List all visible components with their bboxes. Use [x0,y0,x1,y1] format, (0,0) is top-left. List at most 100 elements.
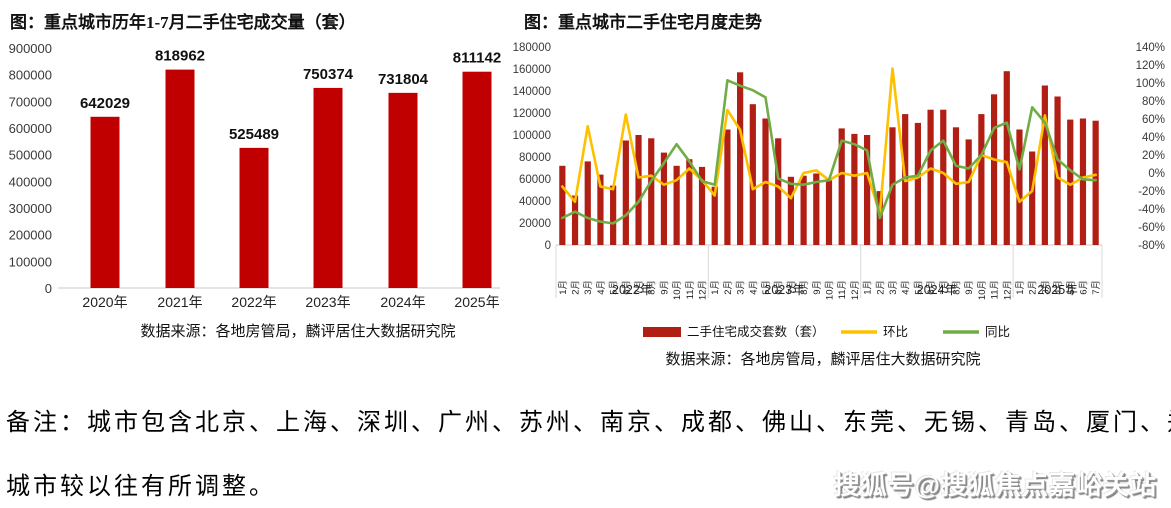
month-label: 1月 [863,280,874,295]
left-axis-tick: 0 [545,240,551,252]
bar [1054,96,1061,245]
month-label: 4月 [596,280,607,295]
year-label: 2022年 [612,283,652,297]
right-axis-tick: 0% [1148,168,1165,180]
month-label: 1月 [558,280,569,295]
left-axis-tick: 80000 [519,152,551,164]
right-axis-tick: -80% [1138,240,1165,252]
month-label: 1月 [1015,280,1026,295]
month-label: 7月 [939,280,950,295]
x-axis-category-label: 2025年 [454,294,499,310]
bar [787,176,795,245]
month-label: 4月 [1053,280,1064,295]
y-axis-tick: 400000 [9,174,52,189]
y-axis-tick: 900000 [9,41,52,56]
annual-bar-chart: 0 100000 200000 300000 400000 500000 600000 700… [9,41,502,340]
month-label: 12月 [1002,280,1013,300]
bar [838,128,845,245]
y-axis-tick: 800000 [9,68,52,83]
bar [990,94,998,245]
bar [965,139,972,245]
bar [165,69,195,288]
bar [813,173,820,245]
bar [571,195,579,245]
bar-value-label: 525489 [229,126,279,143]
bar [775,138,782,245]
bar-value-label: 731804 [378,71,429,88]
month-label: 3月 [1040,280,1051,295]
note-line-1: 备注：城市包含北京、上海、深圳、广州、苏州、南京、成都、佛山、东莞、无锡、青岛、… [6,410,1171,436]
monthly-combo-chart: 0 20000 40000 60000 80000 100000 120000 140000 1… [513,42,1165,368]
right-axis-tick: 140% [1136,42,1165,54]
bar [559,165,566,245]
bar [914,122,921,245]
bar [622,140,629,245]
legend-bar-label: 二手住宅成交套数（套） [687,324,825,339]
y-axis-tick: 100000 [9,254,52,269]
year-label: 2024年 [917,283,957,297]
month-label: 4月 [748,280,759,295]
bar [749,104,756,245]
y-axis-tick: 500000 [9,148,52,163]
month-label: 9月 [812,280,823,295]
month-label: 6月 [926,280,937,295]
month-label: 12月 [850,280,861,300]
month-label: 1月 [710,280,721,295]
month-label: 5月 [913,280,924,295]
right-axis-tick: 120% [1136,60,1165,72]
legend-mom-label: 环比 [883,325,908,339]
right-axis-tick: 80% [1142,96,1165,108]
month-label: 3月 [583,280,594,295]
bar [1092,120,1099,245]
bar [597,174,604,245]
bar [698,166,706,245]
month-label: 2月 [571,280,582,295]
left-axis-tick: 160000 [513,64,551,76]
month-label: 5月 [761,280,772,295]
bar [737,72,744,245]
month-label: 12月 [698,280,709,300]
bar [1067,119,1074,245]
y-axis-tick: 0 [45,281,52,296]
right-axis-tick: 60% [1142,114,1165,126]
watermark-text: 搜狐号@搜狐焦点嘉峪关站 [833,470,1157,500]
month-label: 2月 [723,280,734,295]
legend-bar-swatch [643,327,681,337]
source-label: 数据来源：各地房管局，麟评居住大数据研究院 [140,322,455,340]
legend-yoy-label: 同比 [985,325,1010,339]
bar [825,179,833,245]
year-label: 2025年 [1037,283,1077,297]
month-label: 9月 [659,280,670,295]
y-axis-tick: 200000 [9,228,52,243]
right-axis-tick: 40% [1142,132,1165,144]
bar [1029,151,1036,245]
month-label: 7月 [786,280,797,295]
month-label: 7月 [634,280,645,295]
bar [90,116,120,288]
right-axis-tick: 20% [1142,150,1165,162]
x-axis-category-label: 2022年 [231,294,276,310]
month-label: 9月 [964,280,975,295]
bar [711,186,718,245]
month-label: 11月 [685,280,696,299]
bar [978,114,985,245]
bar-value-label: 818962 [155,48,205,65]
right-axis-tick: -60% [1138,222,1165,234]
left-axis-tick: 100000 [513,130,551,142]
left-chart-title: 图：重点城市历年1-7月二手住宅成交量（套） [10,13,356,32]
month-label: 6月 [774,280,785,295]
yoy-line [560,78,1098,225]
left-axis-tick: 120000 [513,108,551,120]
bar [462,71,492,288]
y-axis-tick: 700000 [9,94,52,109]
bar-value-label: 750374 [303,66,354,83]
bar [313,87,343,288]
bar [952,127,960,245]
bar [388,92,418,288]
month-label: 10月 [977,280,988,300]
month-label: 3月 [888,280,899,295]
bar-value-label: 811142 [453,50,501,67]
bar [800,175,807,245]
bar [724,129,731,245]
right-axis-tick: -20% [1138,186,1165,198]
